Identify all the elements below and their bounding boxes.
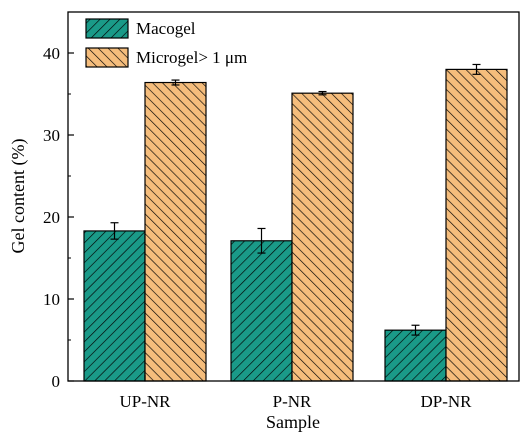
bar-dp-nr-series-0 <box>384 329 447 382</box>
bar-up-nr-series-0 <box>83 230 146 382</box>
y-tick-label: 10 <box>43 290 60 309</box>
error-bar-dp-nr-series-0 <box>411 324 420 336</box>
y-tick-label: 40 <box>43 44 60 63</box>
error-bars-group <box>110 63 481 336</box>
plot-frame <box>67 11 520 382</box>
x-tick-label-p-nr: P-NR <box>273 392 312 411</box>
y-axis-ticks: 0 10 20 30 40 <box>43 44 74 391</box>
legend-label: Macogel <box>136 19 196 38</box>
x-tick-label-up-nr: UP-NR <box>119 392 171 411</box>
y-tick-label: 20 <box>43 208 60 227</box>
legend: Macogel Microgel> 1 μm <box>85 18 247 68</box>
error-bar-p-nr-series-1 <box>318 90 327 96</box>
bar-p-nr-series-1 <box>291 92 354 382</box>
y-tick-label: 30 <box>43 126 60 145</box>
y-axis-title: Gel content (%) <box>8 139 29 254</box>
legend-swatch <box>85 47 129 68</box>
bars-group <box>83 68 508 382</box>
x-axis-ticks: UP-NR P-NR DP-NR <box>119 375 472 411</box>
bar-dp-nr-series-1 <box>445 68 508 382</box>
legend-label: Microgel> 1 μm <box>136 48 247 67</box>
bar-up-nr-series-1 <box>144 81 207 382</box>
legend-item-1: Microgel> 1 μm <box>85 47 247 68</box>
error-bar-dp-nr-series-1 <box>472 63 481 75</box>
bar-p-nr-series-0 <box>230 240 293 382</box>
x-tick-label-dp-nr: DP-NR <box>420 392 472 411</box>
x-axis-title: Sample <box>266 412 320 432</box>
error-bar-p-nr-series-0 <box>257 227 266 254</box>
legend-swatch <box>85 18 129 39</box>
error-bar-up-nr-series-1 <box>171 79 180 86</box>
legend-item-0: Macogel <box>85 18 196 39</box>
error-bar-up-nr-series-0 <box>110 222 119 240</box>
y-tick-label: 0 <box>52 372 61 391</box>
